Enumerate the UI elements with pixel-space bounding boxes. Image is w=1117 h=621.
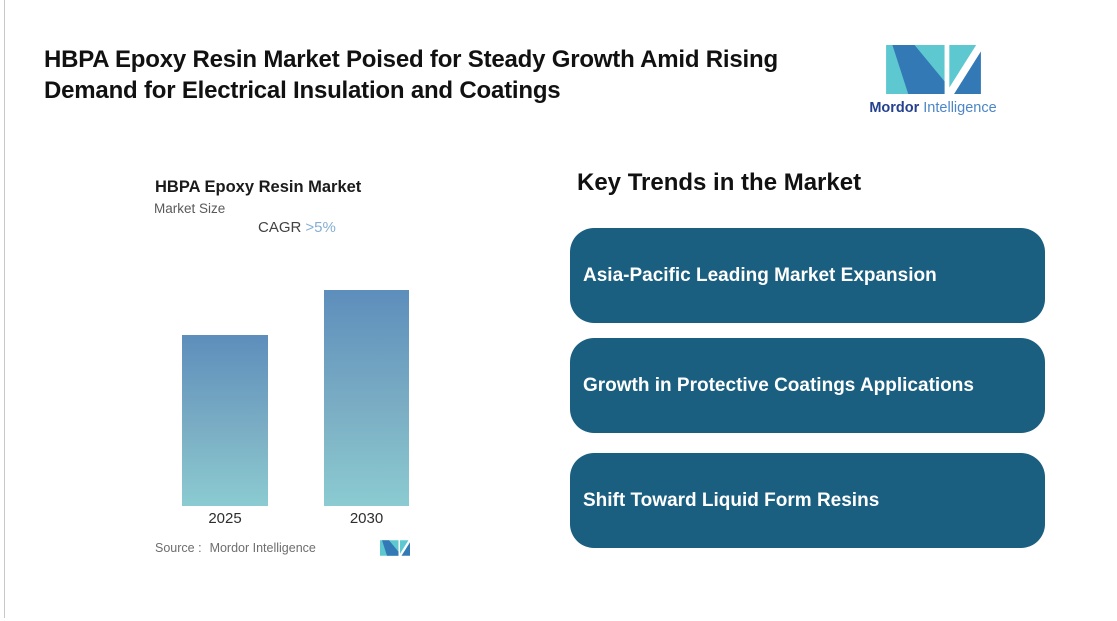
source-value: Mordor Intelligence <box>209 541 316 555</box>
trend-card-label: Asia-Pacific Leading Market Expansion <box>583 264 937 286</box>
chart-title: HBPA Epoxy Resin Market <box>155 178 362 196</box>
page-title-line2: Demand for Electrical Insulation and Coa… <box>44 77 561 104</box>
chart-subtitle: Market Size <box>154 201 226 216</box>
mordor-intelligence-logo-icon <box>886 45 981 94</box>
cagr-label: CAGR <box>258 219 302 236</box>
source-attribution: Source : Mordor Intelligence <box>155 541 316 555</box>
left-edge-divider <box>4 0 5 618</box>
brand-name: Mordor Intelligence <box>863 100 1003 116</box>
key-trends-heading: Key Trends in the Market <box>577 169 862 196</box>
mordor-intelligence-mini-logo-icon <box>380 540 410 556</box>
brand-block: Mordor Intelligence <box>863 45 1003 116</box>
cagr-annotation: CAGR >5% <box>258 219 336 236</box>
cagr-value: >5% <box>305 219 336 236</box>
page-title: HBPA Epoxy Resin Market Poised for Stead… <box>44 44 844 106</box>
trend-card-asia-pacific: Asia-Pacific Leading Market Expansion <box>570 228 1045 323</box>
page-title-line1: HBPA Epoxy Resin Market Poised for Stead… <box>44 46 778 73</box>
trend-card-protective-coatings: Growth in Protective Coatings Applicatio… <box>570 338 1045 433</box>
brand-name-bold: Mordor <box>869 100 920 116</box>
bar-label-2025: 2025 <box>208 510 242 527</box>
trend-card-label: Shift Toward Liquid Form Resins <box>583 489 880 511</box>
bar-2025 <box>182 335 268 506</box>
brand-name-light: Intelligence <box>923 100 997 116</box>
source-label: Source : <box>155 541 202 555</box>
trend-card-liquid-form: Shift Toward Liquid Form Resins <box>570 453 1045 548</box>
trend-card-label: Growth in Protective Coatings Applicatio… <box>583 374 974 396</box>
bar-2030 <box>324 290 409 506</box>
bar-label-2030: 2030 <box>349 510 384 527</box>
